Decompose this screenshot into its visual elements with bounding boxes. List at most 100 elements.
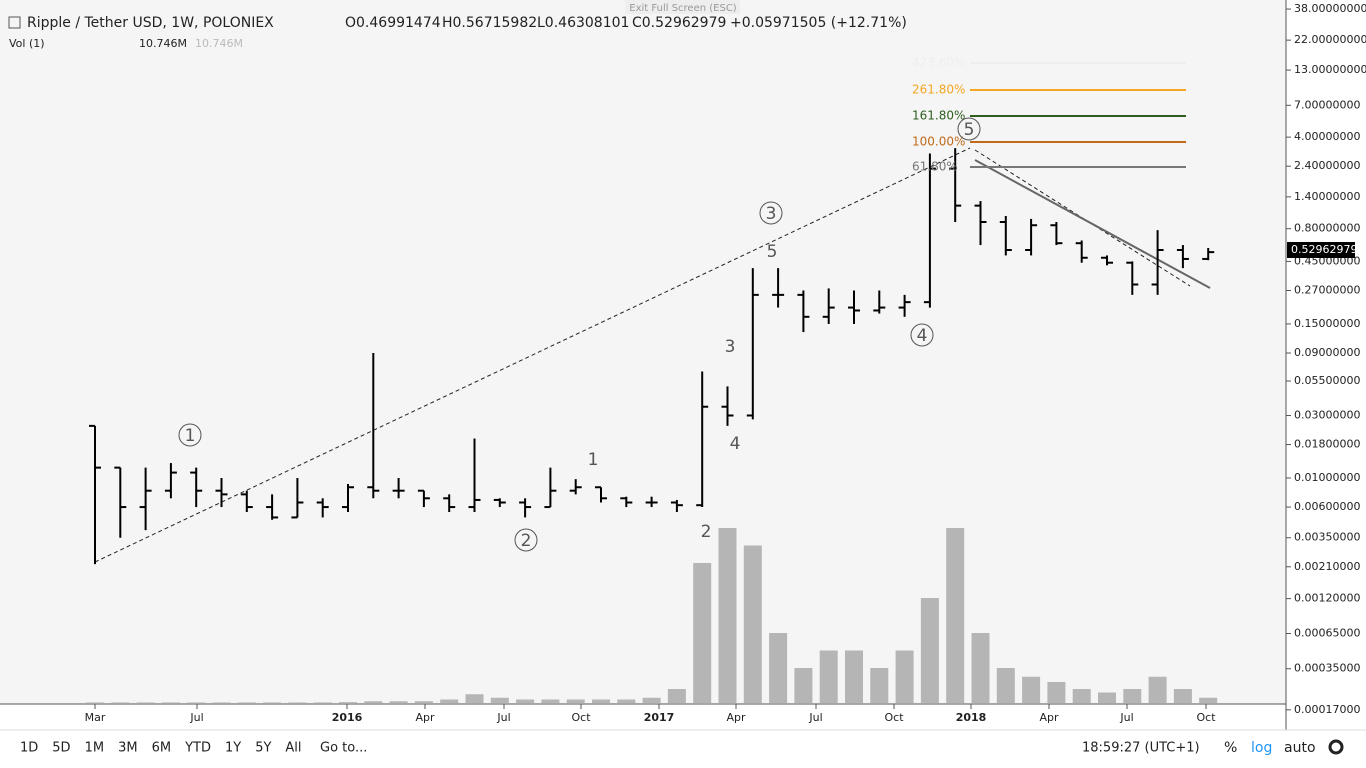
fib-label: 423.60%	[912, 56, 965, 70]
wave-label: 2	[701, 522, 712, 542]
range-button[interactable]: 1D	[20, 741, 38, 756]
fib-label: 161.80%	[912, 109, 965, 123]
range-button[interactable]: 3M	[118, 741, 138, 756]
wave-label: 1	[588, 450, 599, 470]
volume-bar	[161, 702, 180, 703]
range-button[interactable]: All	[285, 741, 301, 756]
volume-bar	[389, 701, 408, 703]
price-label: 0.00120000	[1294, 592, 1360, 605]
price-label: 0.03000000	[1294, 408, 1360, 421]
wave-label: 4	[917, 326, 928, 346]
volume-bar	[819, 650, 838, 703]
volume-bar	[490, 697, 509, 703]
volume-bar	[845, 650, 863, 703]
time-label: Apr	[1039, 711, 1059, 724]
vol-value: 10.746M	[139, 37, 187, 50]
wave-circle	[957, 117, 981, 141]
volume-bar	[566, 699, 585, 703]
range-button[interactable]: 6M	[152, 741, 172, 756]
wave-label: 5	[964, 120, 975, 140]
volume-bar	[111, 702, 130, 703]
volume-bar	[870, 668, 889, 703]
price-label: 0.09000000	[1294, 346, 1360, 359]
exit-box[interactable]	[625, 0, 740, 14]
volume-bar	[288, 702, 307, 703]
percent-toggle[interactable]: %	[1224, 740, 1237, 756]
volume-bar	[339, 702, 357, 703]
range-button[interactable]: 1Y	[225, 741, 241, 756]
price-label: 0.00600000	[1294, 500, 1360, 513]
price-label: 0.00065000	[1294, 627, 1360, 640]
wave-label: 4	[730, 434, 741, 454]
time-label: 2017	[644, 711, 675, 724]
range-button[interactable]: 1M	[85, 741, 105, 756]
wave-circle	[910, 323, 934, 347]
volume-bar	[946, 528, 965, 703]
log-toggle[interactable]: log	[1251, 740, 1272, 756]
volume-bar	[440, 699, 459, 703]
volume-bar	[1148, 676, 1167, 703]
price-label: 0.27000000	[1294, 283, 1360, 296]
vol-value2: 10.746M	[195, 37, 243, 50]
clock: 18:59:27 (UTC+1)	[1082, 741, 1200, 756]
price-label: 1.40000000	[1294, 190, 1360, 203]
price-label: 22.00000000	[1294, 33, 1366, 46]
wave-circle	[759, 201, 783, 225]
wave-circle	[178, 423, 202, 447]
price-label: 0.00210000	[1294, 560, 1360, 573]
time-label: Apr	[415, 711, 435, 724]
ohlc-open: O0.46991474	[345, 15, 441, 31]
time-label: Apr	[726, 711, 746, 724]
exit-full-screen[interactable]: Exit Full Screen (ESC)	[629, 3, 737, 14]
collapse-icon[interactable]	[8, 16, 21, 29]
price-label: 4.00000000	[1294, 130, 1360, 143]
volume-bar	[743, 545, 762, 703]
volume-bar	[642, 697, 661, 703]
volume-bar	[1123, 689, 1142, 703]
volume-bar	[895, 650, 914, 703]
settings-icon[interactable]	[1328, 739, 1344, 755]
volume-bar	[592, 699, 610, 703]
time-label: Jul	[808, 711, 822, 724]
goto-button[interactable]: Go to...	[320, 741, 367, 756]
price-label: 13.00000000	[1294, 63, 1366, 76]
price-label: 38.00000000	[1294, 2, 1366, 15]
volume-bar	[1047, 682, 1066, 703]
time-label: Mar	[85, 711, 106, 724]
trend-dashed	[94, 147, 971, 563]
fib-label: 61.80%	[912, 160, 958, 174]
price-label: 7.00000000	[1294, 98, 1360, 111]
volume-bar	[465, 694, 484, 703]
price-label: 0.15000000	[1294, 317, 1360, 330]
volume-bar	[667, 689, 686, 703]
price-label: 0.80000000	[1294, 222, 1360, 235]
volume-bar	[263, 702, 282, 703]
wave-label: 3	[725, 337, 736, 357]
last-price: 0.52962979	[1291, 243, 1357, 256]
volume-bar	[617, 699, 636, 703]
range-button[interactable]: YTD	[184, 741, 211, 756]
time-label: Oct	[884, 711, 904, 724]
price-label: 0.05500000	[1294, 374, 1360, 387]
range-button[interactable]: 5D	[52, 741, 70, 756]
symbol[interactable]: Ripple / Tether USD, 1W, POLONIEX	[27, 15, 274, 31]
volume-bar	[769, 633, 788, 703]
time-label: 2018	[956, 711, 987, 724]
range-button[interactable]: 5Y	[255, 741, 271, 756]
volume-bar	[313, 702, 332, 703]
volume-bar	[693, 563, 712, 703]
auto-toggle[interactable]: auto	[1284, 740, 1316, 756]
price-label: 0.00035000	[1294, 662, 1360, 675]
fib-label: 100.00%	[912, 135, 965, 149]
volume-bar	[1098, 692, 1116, 703]
volume-bar	[794, 668, 813, 703]
wave-circle	[514, 528, 538, 552]
ohlc-low: L0.46308101	[537, 15, 629, 31]
volume-bar	[541, 699, 560, 703]
wave-label: 5	[767, 242, 778, 262]
volume-bar	[414, 701, 433, 703]
volume-bar	[996, 668, 1015, 703]
volume-bar	[971, 633, 990, 703]
volume-bar	[1173, 689, 1192, 703]
